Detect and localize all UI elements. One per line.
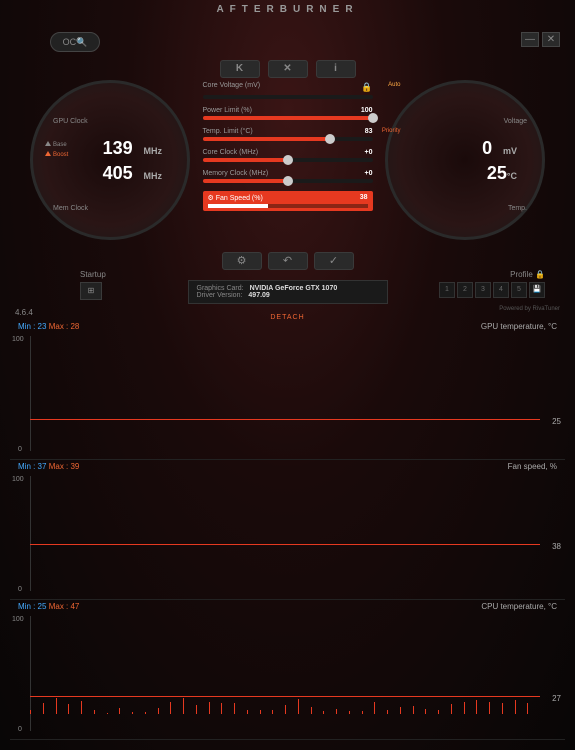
core-voltage-slider[interactable]: Core Voltage (mV)🔒 — [203, 82, 373, 99]
chart-max: Max : 39 — [49, 462, 80, 471]
app-window: AFTERBURNER OC🔍 — ✕ K ✕ i GPU Clock Mem … — [0, 0, 575, 750]
oc-button[interactable]: OC🔍 — [50, 32, 100, 52]
chart-min: Min : 37 — [18, 462, 46, 471]
chart-2: Min : 25 Max : 47 CPU temperature, °C 10… — [10, 600, 565, 740]
chart-current: 38 — [552, 542, 561, 551]
voltage-label: Voltage — [504, 118, 527, 125]
chart-max: Max : 47 — [49, 602, 80, 611]
memory-clock-slider[interactable]: Memory Clock (MHz)+0 — [203, 170, 373, 183]
lock-icon: 🔒 — [361, 82, 372, 93]
startup-button[interactable]: ⊞ — [80, 282, 102, 300]
charts-area: Min : 23 Max : 28 GPU temperature, °C 10… — [10, 320, 565, 740]
title-bar: AFTERBURNER — [0, 0, 575, 20]
info-panel: Graphics Card:NVIDIA GeForce GTX 1070 Dr… — [188, 280, 388, 304]
chart-max: Max : 28 — [49, 322, 80, 331]
temp-value: 25°C — [487, 163, 517, 185]
startup-section: Startup ⊞ — [80, 270, 106, 300]
temp-limit-slider[interactable]: Temp. Limit (°C)83 Priority — [203, 128, 373, 141]
window-controls: — ✕ — [521, 32, 560, 47]
save-profile-button[interactable]: 💾 — [529, 282, 545, 298]
sliders-panel: Core Voltage (mV)🔒 Power Limit (%)100 Te… — [203, 82, 373, 211]
chart-line — [30, 419, 540, 420]
lock-icon: 🔒 — [535, 270, 545, 279]
gpu-name: NVIDIA GeForce GTX 1070 — [250, 285, 338, 292]
mem-clock-value: 405 MHz — [103, 163, 162, 185]
profile-1[interactable]: 1 — [439, 282, 455, 298]
powered-label: Powered by RivaTuner — [499, 306, 560, 312]
mem-clock-label: Mem Clock — [53, 205, 88, 212]
driver-version: 497.09 — [248, 292, 269, 299]
reset-button[interactable]: ↶ — [268, 252, 308, 270]
profile-4[interactable]: 4 — [493, 282, 509, 298]
gpu-clock-value: 139 MHz — [103, 138, 162, 160]
core-clock-slider[interactable]: Core Clock (MHz)+0 — [203, 149, 373, 162]
profile-2[interactable]: 2 — [457, 282, 473, 298]
profile-3[interactable]: 3 — [475, 282, 491, 298]
chart-body[interactable] — [30, 476, 540, 591]
chart-title: CPU temperature, °C — [481, 602, 557, 611]
version-label: 4.6.4 — [15, 308, 33, 317]
boost-label: Boost — [45, 151, 68, 158]
chart-current: 25 — [552, 417, 561, 426]
profile-section: Profile 🔒 12345💾 — [439, 270, 545, 298]
chart-title: Fan speed, % — [508, 462, 557, 471]
chart-line — [30, 544, 540, 545]
left-gauge: GPU Clock Mem Clock Base Boost 139 MHz 4… — [30, 80, 190, 240]
action-buttons: ⚙ ↶ ✓ — [222, 252, 354, 270]
right-gauge: Voltage Temp. 0 mV 25°C — [385, 80, 545, 240]
close-button[interactable]: ✕ — [542, 32, 560, 47]
fan-speed-slider[interactable]: ⚙ Fan Speed (%)38 Auto — [203, 191, 373, 211]
chart-min: Min : 25 — [18, 602, 46, 611]
chart-body[interactable] — [30, 336, 540, 451]
chart-min: Min : 23 — [18, 322, 46, 331]
chart-title: GPU temperature, °C — [481, 322, 557, 331]
temp-label: Temp. — [508, 205, 527, 212]
apply-button[interactable]: ✓ — [314, 252, 354, 270]
chart-current: 27 — [552, 694, 561, 703]
minimize-button[interactable]: — — [521, 32, 539, 47]
settings-button[interactable]: ⚙ — [222, 252, 262, 270]
chart-1: Min : 37 Max : 39 Fan speed, % 100 0 38 — [10, 460, 565, 600]
base-label: Base — [45, 141, 67, 148]
gpu-clock-label: GPU Clock — [53, 118, 88, 125]
power-limit-slider[interactable]: Power Limit (%)100 — [203, 107, 373, 120]
profile-5[interactable]: 5 — [511, 282, 527, 298]
chart-0: Min : 23 Max : 28 GPU temperature, °C 10… — [10, 320, 565, 460]
voltage-value: 0 mV — [482, 138, 517, 160]
